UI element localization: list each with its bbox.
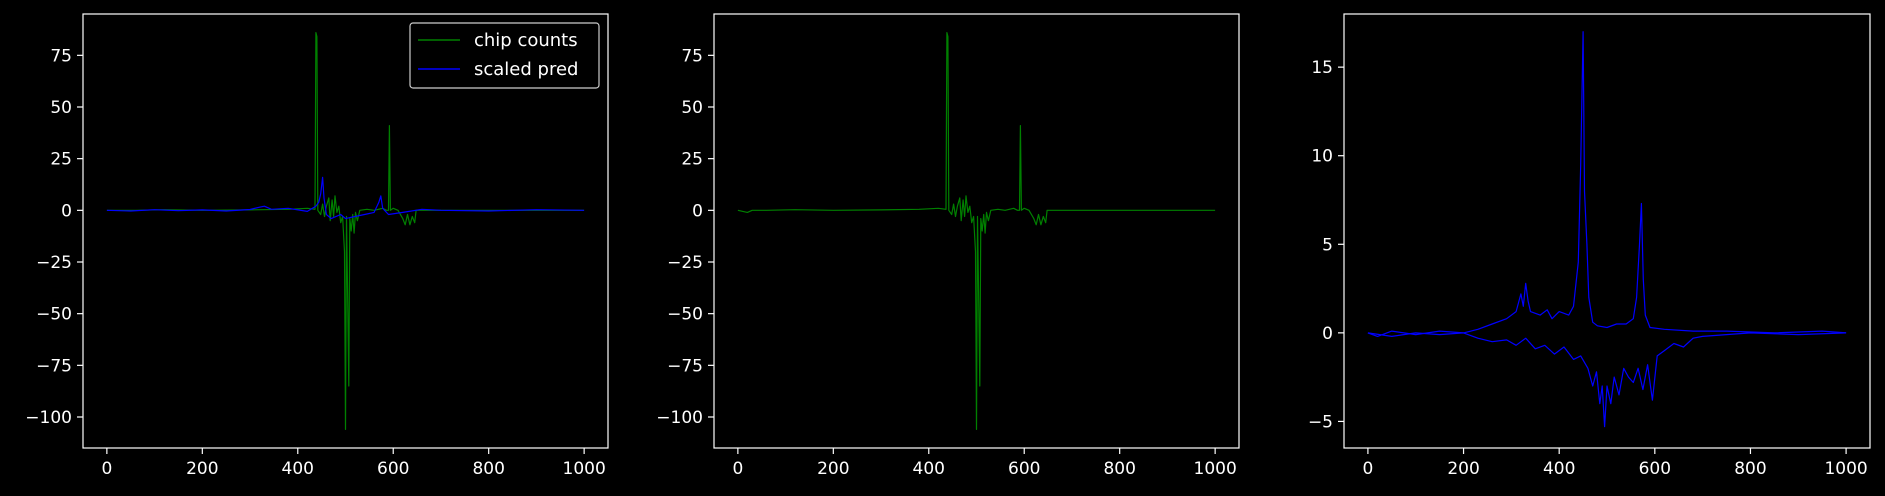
panel-3-frame bbox=[1343, 13, 1871, 449]
panel-3-y-tick-label: 15 bbox=[1311, 58, 1333, 78]
panel-1-y-tick-label: −50 bbox=[36, 305, 72, 325]
panel-2-y-tick-label: −75 bbox=[667, 356, 703, 376]
panel-2-series bbox=[737, 32, 1216, 430]
panel-1-y-tick-label: −25 bbox=[36, 253, 72, 273]
panel-3-x-tick-label: 400 bbox=[1543, 459, 1575, 479]
panel-3-y-tick-label: 10 bbox=[1311, 147, 1333, 167]
panel-2-x-tick-label: 0 bbox=[732, 459, 743, 479]
panel-3-x-tick-label: 200 bbox=[1447, 459, 1479, 479]
panel-2-x-tick-label: 800 bbox=[1103, 459, 1135, 479]
panel-2-y-tick-label: 25 bbox=[681, 150, 703, 170]
panel-1-y-tick-label: −100 bbox=[25, 408, 72, 428]
panel-2-x-tick-label: 200 bbox=[817, 459, 849, 479]
panel-1-chip-counts-line bbox=[106, 32, 585, 430]
panel-2-y-tick-label: −50 bbox=[667, 305, 703, 325]
panel-3-y-tick-label: −5 bbox=[1308, 412, 1333, 432]
panel-3-x-tick-label: 0 bbox=[1362, 459, 1373, 479]
panel-3-x-tick-label: 1000 bbox=[1824, 459, 1867, 479]
panel-2-x-tick-label: 600 bbox=[1008, 459, 1040, 479]
panel-1-x-tick-label: 800 bbox=[472, 459, 504, 479]
panel-1-frame bbox=[82, 13, 609, 449]
panel-1-axes: 0 200 400 600 800 1000 −100 −75 −50 −25 0 25 50 75 bbox=[25, 13, 609, 479]
panel-1-y-tick-label: 50 bbox=[50, 98, 72, 118]
panel-3-x-tick-label: 800 bbox=[1734, 459, 1766, 479]
panel-2-y-tick-label: 50 bbox=[681, 98, 703, 118]
panel-1-scaled-pred-line bbox=[106, 176, 585, 220]
panel-1-y-tick-label: −75 bbox=[36, 356, 72, 376]
panel-2-frame bbox=[713, 13, 1240, 449]
panel-1-y-tick-label: 75 bbox=[50, 46, 72, 66]
legend: chip counts scaled pred bbox=[409, 22, 600, 89]
panel-1-y-tick-label: 25 bbox=[50, 150, 72, 170]
panel-1-x-tick-label: 0 bbox=[101, 459, 112, 479]
panel-1-x-tick-label: 400 bbox=[282, 459, 314, 479]
panel-3-y-tick-label: 0 bbox=[1322, 324, 1333, 344]
panel-2-y-tick-label: −25 bbox=[667, 253, 703, 273]
panel-2-series-1-line bbox=[737, 32, 1216, 430]
panel-2-x-tick-label: 400 bbox=[913, 459, 945, 479]
panel-3-series bbox=[1367, 31, 1847, 428]
panel-1-y-tick-label: 0 bbox=[61, 201, 72, 221]
legend-label-chip-counts: chip counts bbox=[474, 30, 578, 51]
legend-label-scaled-pred: scaled pred bbox=[474, 59, 578, 80]
panel-2-y-tick-label: 75 bbox=[681, 46, 703, 66]
panel-1-x-tick-label: 200 bbox=[186, 459, 218, 479]
panel-2: 0 200 400 600 800 1000 −100 −75 −50 −25 0 25 50 75 bbox=[656, 13, 1240, 479]
panel-3-x-tick-label: 600 bbox=[1639, 459, 1671, 479]
panel-1-series bbox=[106, 32, 585, 430]
panel-2-x-tick-label: 1000 bbox=[1194, 459, 1237, 479]
panel-2-y-tick-label: −100 bbox=[656, 408, 703, 428]
panel-3: 0 200 400 600 800 1000 −5 0 5 10 15 bbox=[1308, 13, 1871, 479]
panel-1-x-tick-label: 1000 bbox=[563, 459, 606, 479]
panel-3-series-2-line bbox=[1367, 332, 1847, 428]
panel-1: 0 200 400 600 800 1000 −100 −75 −50 −25 0 25 50 75 ch… bbox=[25, 13, 609, 479]
panel-3-series-1-line bbox=[1367, 31, 1847, 337]
panel-3-y-tick-label: 5 bbox=[1322, 235, 1333, 255]
panel-3-axes: 0 200 400 600 800 1000 −5 0 5 10 15 bbox=[1308, 13, 1871, 479]
panel-2-y-tick-label: 0 bbox=[692, 201, 703, 221]
panel-2-axes: 0 200 400 600 800 1000 −100 −75 −50 −25 0 25 50 75 bbox=[656, 13, 1240, 479]
panel-1-x-tick-label: 600 bbox=[377, 459, 409, 479]
